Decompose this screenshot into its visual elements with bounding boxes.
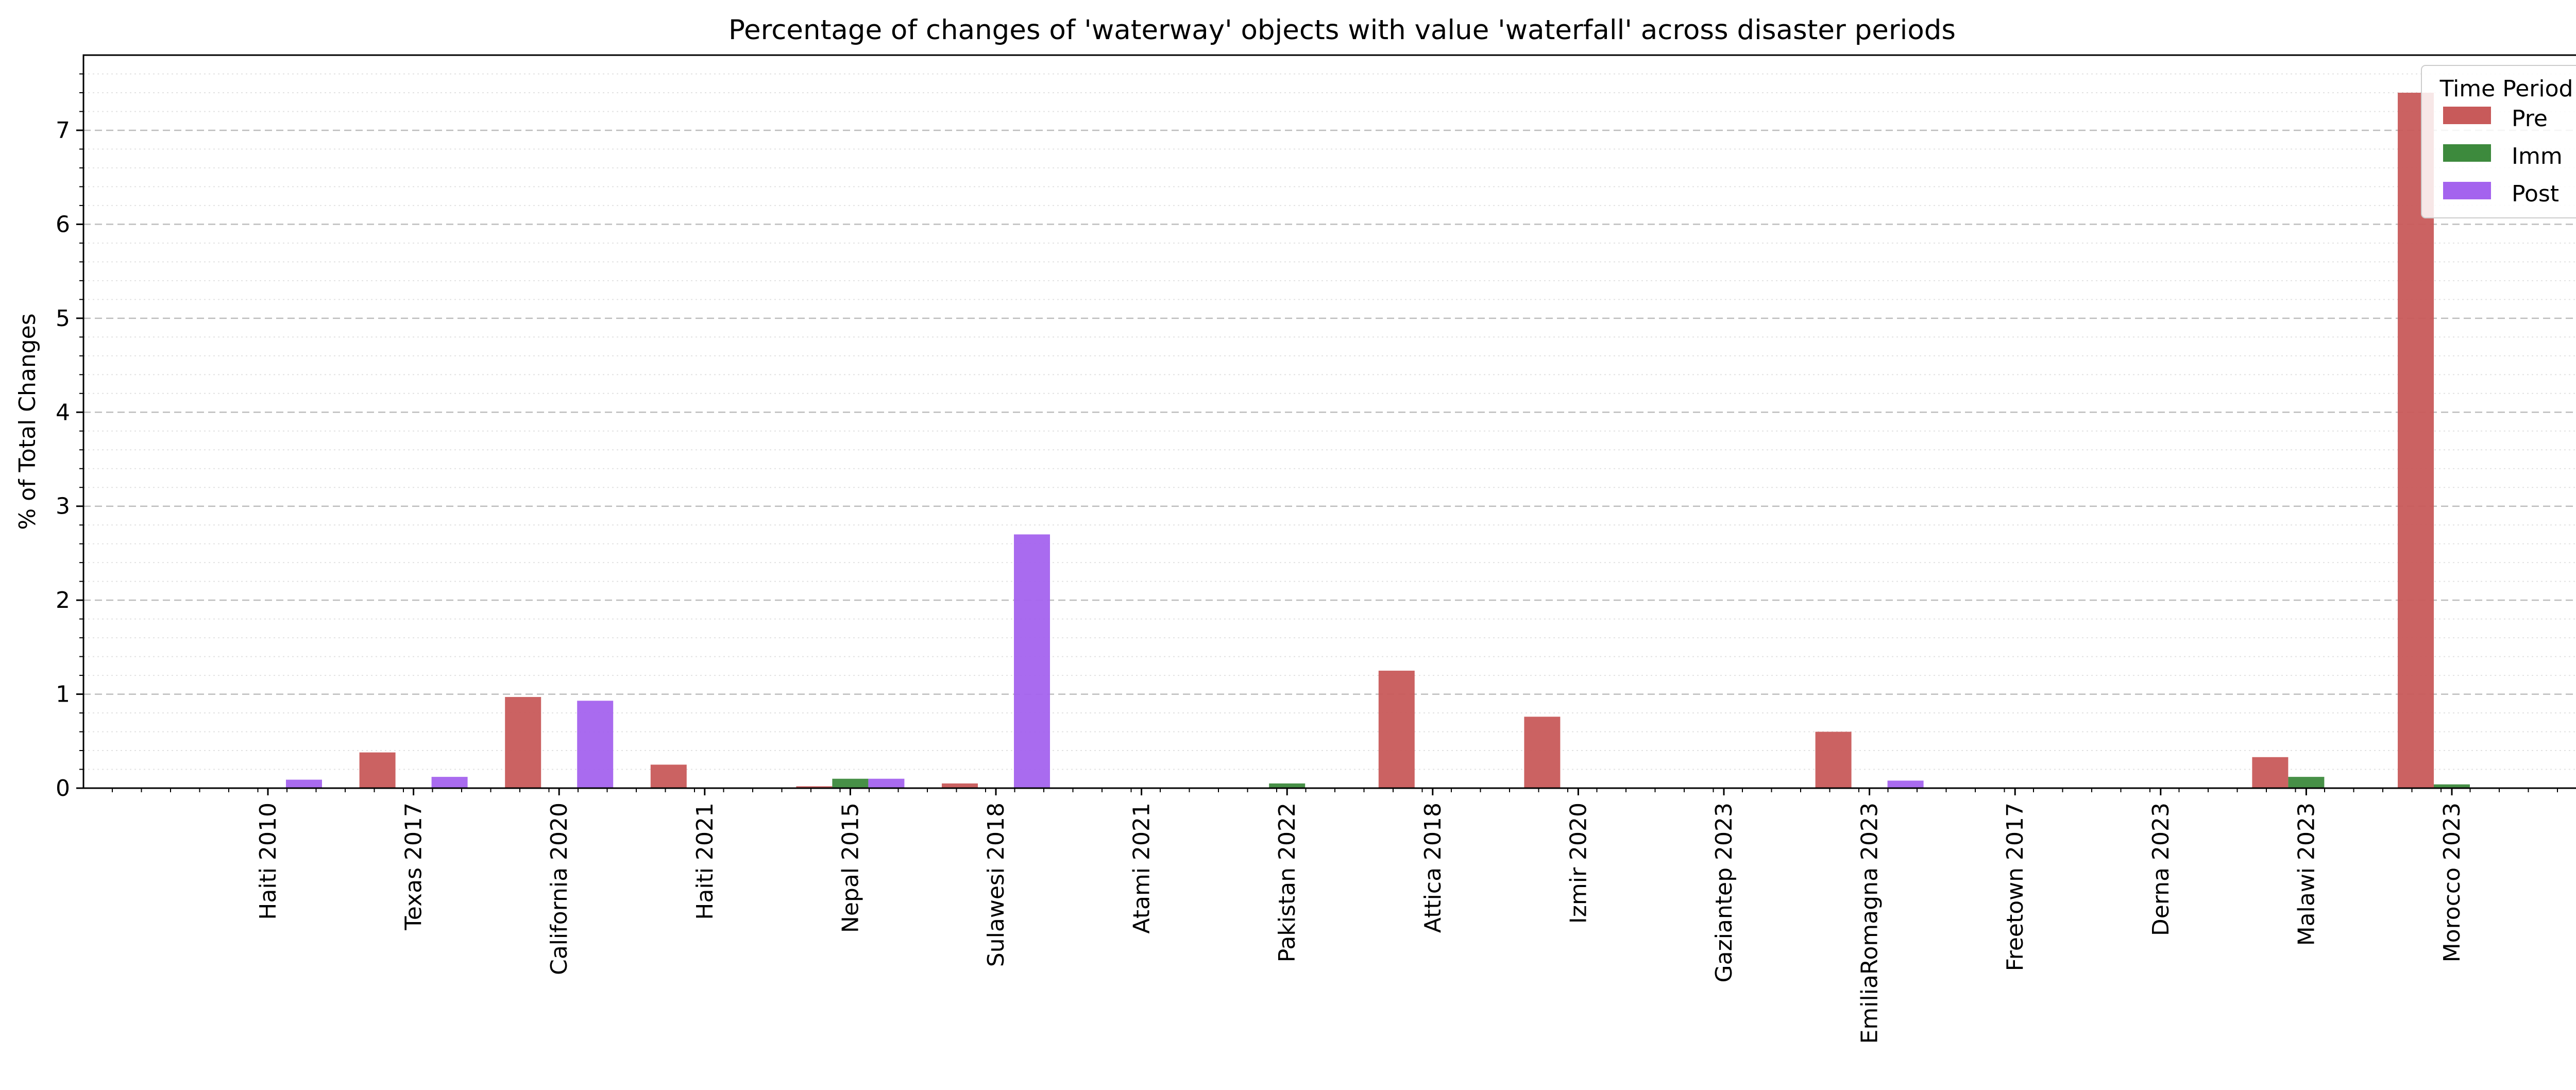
x-tick-label: Derna 2023: [2148, 803, 2174, 936]
bar-imm: [832, 778, 869, 788]
y-tick-label: 5: [56, 305, 70, 332]
plot-frame: [82, 54, 2576, 789]
bar-post: [286, 779, 322, 788]
legend-label-post: Post: [2512, 181, 2559, 207]
x-tick-label: Morocco 2023: [2439, 803, 2465, 962]
legend-items: Pre Imm Post: [2443, 106, 2563, 207]
x-tick-label: Haiti 2021: [692, 803, 718, 920]
bar-post: [1014, 534, 1050, 788]
legend-box: [2421, 65, 2576, 218]
legend-title: Time Period: [2439, 76, 2573, 102]
y-tick-label: 7: [56, 117, 70, 144]
bar-pre: [505, 697, 541, 788]
legend-swatch-imm: [2443, 144, 2491, 162]
bar-pre: [796, 786, 833, 788]
legend: Time Period Pre Imm Post: [2421, 65, 2576, 218]
y-tick-label: 6: [56, 211, 70, 237]
bar-imm: [2434, 784, 2470, 788]
bar-pre: [1815, 731, 1852, 788]
x-tick-label: Texas 2017: [401, 803, 427, 931]
legend-label-imm: Imm: [2512, 143, 2563, 169]
bar-pre: [2252, 757, 2289, 788]
legend-label-pre: Pre: [2512, 106, 2548, 132]
x-tick-label: Freetown 2017: [2002, 803, 2028, 971]
bar-pre: [359, 752, 396, 788]
bar-imm: [2288, 777, 2325, 788]
y-axis-label: % of Total Changes: [14, 313, 41, 530]
bar-post: [868, 778, 905, 788]
bar-pre: [1378, 670, 1415, 788]
x-tick-label: Nepal 2015: [837, 803, 863, 933]
y-tick-label: 4: [56, 399, 70, 425]
x-tick-label: Gaziantep 2023: [1711, 803, 1737, 982]
axis-ticks: 0 1 2 3 4 5 6 7 Haiti 2010 Texas 2017 California 2…: [56, 73, 2558, 1044]
x-tick-label: California 2020: [546, 803, 572, 975]
bar-imm: [1269, 783, 1306, 788]
x-tick-label: Haiti 2010: [255, 803, 281, 920]
bar-post: [431, 777, 468, 788]
x-tick-label: Sulawesi 2018: [983, 803, 1009, 967]
bar-post: [1887, 780, 1924, 788]
legend-swatch-pre: [2443, 107, 2491, 124]
bar-pre: [650, 764, 687, 788]
x-tick-label: Izmir 2020: [1565, 803, 1591, 924]
legend-swatch-post: [2443, 182, 2491, 199]
bar-pre: [1524, 717, 1561, 788]
x-tick-label: Malawi 2023: [2293, 803, 2319, 946]
y-tick-label: 1: [56, 682, 70, 708]
x-tick-label: EmiliaRomagna 2023: [1857, 803, 1883, 1044]
x-tick-label: Atami 2021: [1129, 803, 1155, 934]
y-tick-label: 2: [56, 587, 70, 614]
y-tick-label: 3: [56, 493, 70, 520]
grid-lines: [83, 73, 2576, 770]
bar-post: [577, 701, 614, 788]
chart-title: Percentage of changes of 'waterway' obje…: [728, 14, 1956, 46]
y-tick-label: 0: [56, 775, 70, 802]
bar-pre: [942, 783, 978, 788]
x-tick-label: Pakistan 2022: [1274, 803, 1300, 962]
x-tick-label: Attica 2018: [1420, 803, 1446, 933]
bars: [286, 92, 2470, 788]
